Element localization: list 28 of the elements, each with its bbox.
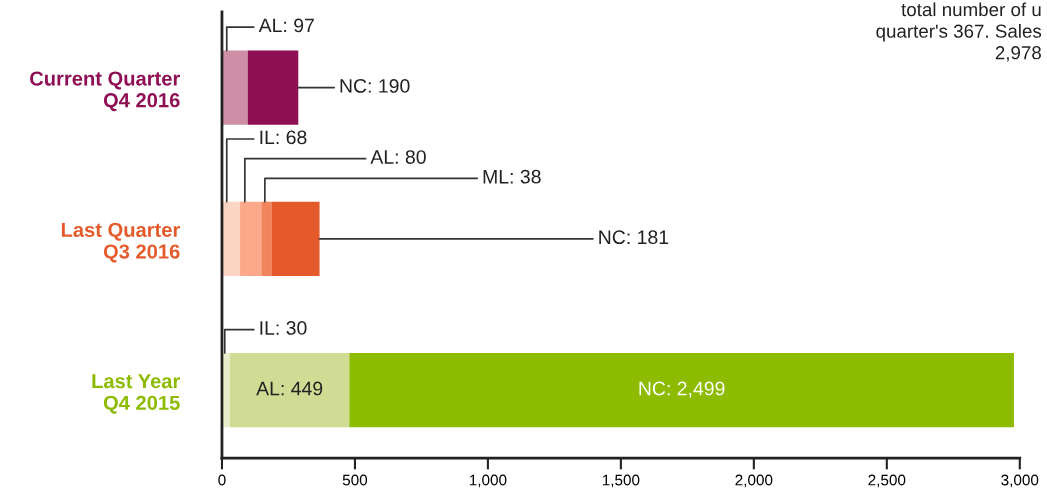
y-tick-label: Last Quarter Q3 2016 (61, 222, 180, 263)
y-tick-label: Current Quarter Q4 2016 (30, 71, 180, 112)
x-tick-label: 3,000 (1001, 474, 1039, 488)
data-label: AL: 449 (256, 381, 323, 396)
bar (271, 201, 320, 276)
data-label: IL: 68 (260, 130, 307, 145)
x-tick-label: 1,500 (602, 474, 640, 488)
data-label: NC: 181 (599, 230, 669, 245)
data-label: NC: 2,499 (639, 381, 725, 398)
bar (261, 201, 272, 276)
data-label: AL: 80 (370, 150, 426, 164)
x-tick-label: 1,000 (469, 474, 507, 488)
bar (229, 353, 350, 428)
x-tick-label: 0 (218, 474, 226, 486)
data-label: IL: 30 (260, 321, 307, 335)
annotation: total number of u quarter's 367. Sales 2,978 (876, 2, 1042, 62)
bar (221, 201, 241, 276)
data-label: ML: 38 (483, 169, 541, 184)
y-tick-label: Last Year Q4 2015 (92, 374, 180, 414)
bar (221, 50, 248, 125)
bar (349, 353, 1014, 428)
x-tick-label: 2,500 (868, 474, 906, 488)
x-tick-label: 2,000 (735, 474, 773, 488)
x-tick-label: 500 (342, 474, 368, 486)
bar (240, 201, 262, 276)
data-label: AL: 97 (258, 18, 314, 33)
data-label: NC: 190 (340, 79, 410, 93)
bar (247, 50, 299, 125)
